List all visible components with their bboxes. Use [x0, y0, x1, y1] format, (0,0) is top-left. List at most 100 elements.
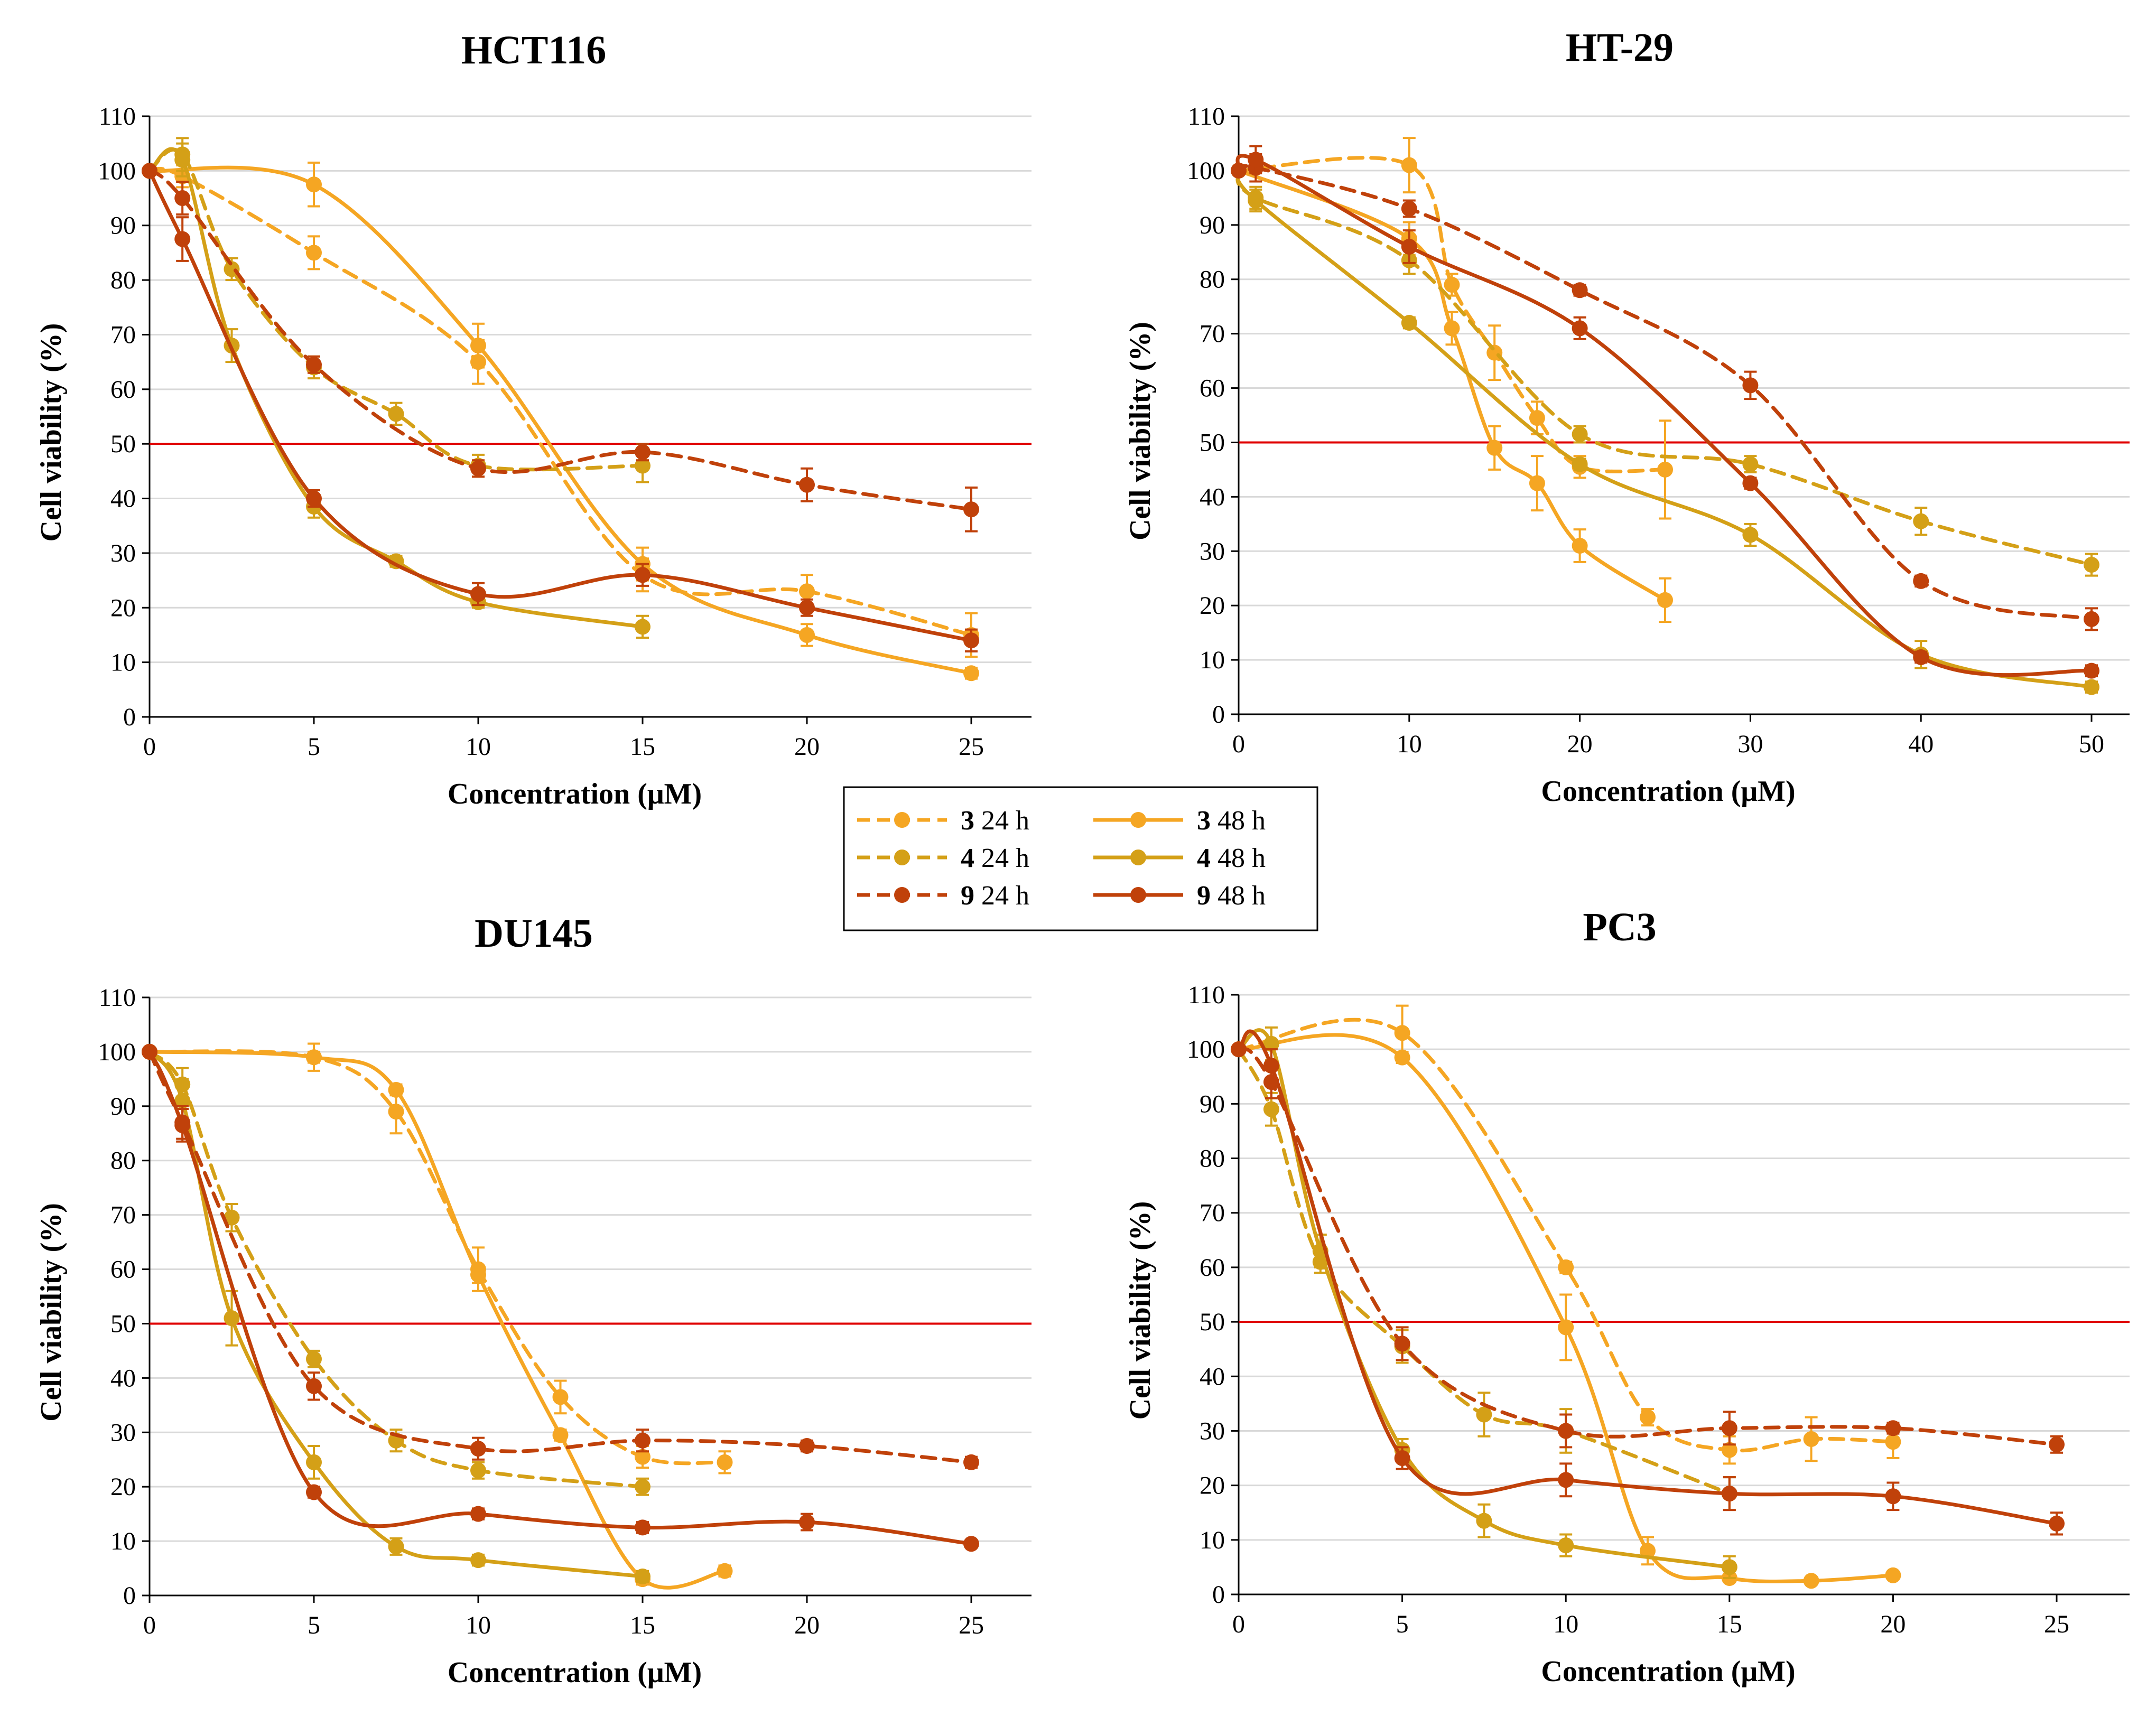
data-point: [1572, 537, 1588, 554]
data-point: [799, 477, 815, 493]
data-point: [1721, 1559, 1737, 1575]
legend-time: 48 h: [1218, 881, 1266, 911]
y-tick-label: 40: [110, 485, 136, 513]
y-tick-label: 110: [99, 984, 136, 1012]
data-point: [1248, 192, 1264, 209]
data-point: [1885, 1420, 1901, 1436]
data-point: [1721, 1486, 1737, 1502]
data-point: [1529, 475, 1545, 491]
data-point: [174, 1117, 191, 1133]
series-line: [147, 1049, 727, 1466]
data-point: [1742, 475, 1759, 491]
x-tick-label: 25: [959, 1611, 984, 1639]
legend-item-3-48-h: 3 48 h: [1093, 806, 1266, 836]
y-tick-label: 80: [110, 1147, 136, 1175]
data-point: [2049, 1436, 2065, 1453]
x-tick-label: 5: [308, 1611, 320, 1639]
data-point: [174, 1093, 191, 1109]
data-point: [1558, 1319, 1574, 1336]
data-point: [1401, 157, 1417, 173]
y-tick-label: 100: [98, 157, 136, 185]
data-point: [470, 1552, 486, 1569]
data-point: [470, 338, 486, 354]
data-point: [1885, 1488, 1901, 1505]
x-tick-label: 30: [1737, 730, 1763, 758]
data-point: [635, 1449, 650, 1465]
data-point: [306, 357, 322, 373]
x-tick-label: 15: [1717, 1610, 1742, 1638]
data-point: [1572, 320, 1588, 337]
data-point: [799, 600, 815, 616]
x-tick-label: 15: [630, 1611, 655, 1639]
data-point: [635, 458, 650, 474]
y-tick-label: 80: [1200, 1145, 1225, 1173]
legend-marker: [894, 887, 910, 903]
data-point: [1742, 527, 1759, 543]
data-point: [717, 1563, 733, 1579]
y-tick-label: 70: [1200, 1199, 1225, 1227]
data-point: [963, 665, 979, 682]
y-tick-label: 80: [1200, 266, 1225, 294]
series-9-48-h: [142, 163, 979, 652]
legend-compound: 4: [961, 843, 974, 873]
data-point: [306, 1049, 322, 1066]
y-tick-label: 10: [110, 649, 136, 677]
legend-marker: [894, 850, 910, 865]
data-point: [1558, 1423, 1574, 1439]
chart-title: PC3: [1583, 905, 1656, 949]
data-point: [1572, 282, 1588, 298]
y-tick-label: 20: [110, 594, 136, 622]
data-point: [1803, 1431, 1819, 1447]
data-point: [470, 586, 486, 602]
series-line: [1237, 169, 1667, 602]
series-4-48-h: [1231, 1026, 1737, 1580]
data-point: [1558, 1472, 1574, 1488]
y-tick-label: 70: [110, 1201, 136, 1229]
series-9-24-h: [1231, 153, 2099, 631]
y-tick-label: 90: [1200, 1090, 1225, 1118]
y-tick-label: 10: [1200, 646, 1225, 674]
y-tick-label: 50: [110, 430, 136, 458]
data-point: [1721, 1442, 1737, 1458]
data-point: [799, 627, 815, 643]
data-point: [142, 163, 157, 179]
y-tick-label: 80: [110, 266, 136, 294]
y-tick-label: 90: [110, 212, 136, 240]
x-tick-label: 0: [1232, 1610, 1245, 1638]
data-point: [1742, 456, 1759, 472]
x-tick-label: 25: [2044, 1610, 2069, 1638]
data-point: [1913, 649, 1929, 665]
data-point: [1394, 1450, 1410, 1467]
data-point: [1444, 320, 1460, 337]
legend-compound: 3: [961, 806, 974, 836]
data-point: [306, 490, 322, 507]
legend-compound: 4: [1197, 843, 1211, 873]
y-tick-label: 100: [1187, 1035, 1225, 1063]
y-tick-label: 110: [1188, 102, 1225, 130]
legend-label: 4 24 h: [961, 843, 1029, 873]
x-tick-label: 0: [1232, 730, 1245, 758]
data-point: [306, 1351, 322, 1367]
data-point: [2084, 679, 2099, 695]
data-point: [306, 245, 322, 261]
x-tick-label: 10: [1397, 730, 1422, 758]
data-point: [470, 1462, 486, 1479]
data-point: [1885, 1567, 1901, 1583]
series-line: [1237, 1018, 1895, 1453]
legend-marker: [1130, 812, 1146, 828]
data-point: [1476, 1406, 1492, 1423]
data-point: [963, 632, 979, 649]
y-tick-label: 90: [1200, 211, 1225, 239]
data-point: [1231, 162, 1247, 179]
series-3-48-h: [1231, 1033, 1901, 1589]
data-point: [306, 1378, 322, 1394]
data-point: [1401, 315, 1417, 331]
data-point: [388, 1538, 404, 1555]
data-point: [635, 1432, 650, 1449]
chart-panel-hct116: 0 10 20 30 40 50 60 70 80 90 100 110 0 5 10 15 20 25 HCT11…: [35, 28, 1031, 810]
y-tick-label: 60: [1200, 1254, 1225, 1282]
data-point: [1742, 377, 1759, 394]
data-point: [306, 176, 322, 193]
y-tick-label: 100: [98, 1038, 136, 1066]
y-tick-label: 40: [110, 1364, 136, 1392]
